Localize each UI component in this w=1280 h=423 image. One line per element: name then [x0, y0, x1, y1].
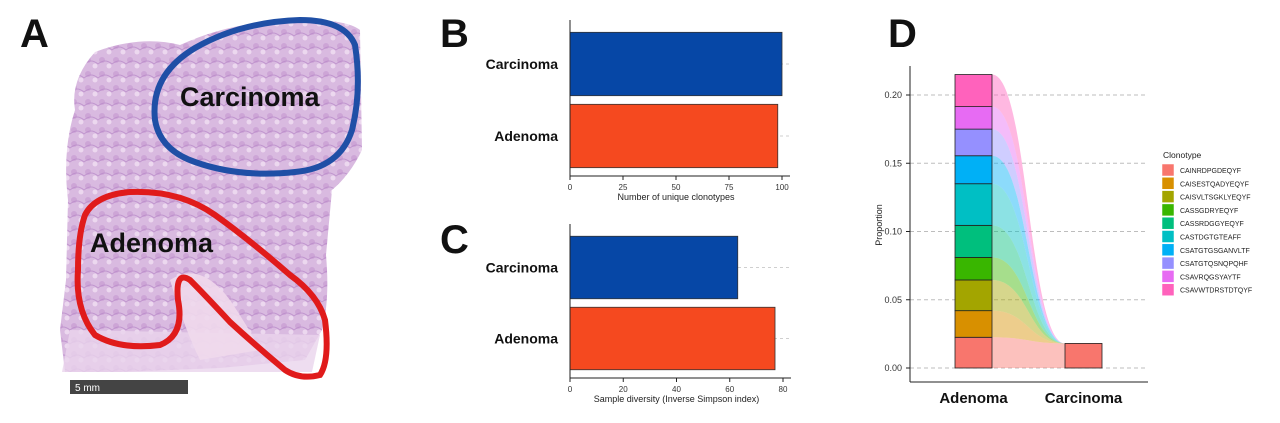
- flow-csavrqgsyaytf: [992, 106, 1065, 344]
- legend-swatch: [1161, 270, 1175, 283]
- bar-carcinoma: [569, 31, 783, 97]
- x-tick-label: 0: [568, 183, 573, 192]
- segment-adenoma-caisvltsgklyeqyf: [954, 279, 993, 312]
- legend-label: CASTDGTGTEAFF: [1180, 235, 1241, 242]
- x-category-label: Adenoma: [939, 390, 1008, 407]
- flow-caisvltsgklyeqyf: [992, 279, 1065, 344]
- flow-cassgdryeqyf: [992, 257, 1065, 344]
- legend-swatch: [1161, 190, 1175, 203]
- adenoma-region-label: Adenoma: [90, 228, 214, 258]
- segment-adenoma-cainrdpgdeqyf: [954, 336, 993, 369]
- legend-swatch: [1161, 283, 1175, 296]
- category-label: Carcinoma: [486, 56, 559, 72]
- y-tick-label: 0.05: [884, 295, 902, 305]
- histology-image: Carcinoma Adenoma 5 mm: [60, 16, 362, 394]
- tissue-section: [60, 19, 362, 372]
- bar-adenoma: [569, 306, 776, 371]
- y-tick-label: 0.10: [884, 227, 902, 237]
- segment-adenoma-csavwtdrstdtqyf: [954, 74, 993, 108]
- flow-cainrdpgdeqyf: [992, 337, 1065, 368]
- legend-label: CSAVWTDRSTDTQYF: [1180, 288, 1252, 295]
- x-axis-title: Sample diversity (Inverse Simpson index): [594, 394, 760, 404]
- carcinoma-region-label: Carcinoma: [180, 82, 321, 112]
- category-label: Carcinoma: [486, 260, 559, 276]
- panel-a: A Carcinoma Adenoma 5 mm: [0, 0, 400, 423]
- legend-label: CAISVLTSGKLYEQYF: [1180, 195, 1251, 202]
- segment-adenoma-csatgtqsnqpqhf: [954, 128, 993, 157]
- x-tick-label: 0: [568, 385, 573, 394]
- tissue-base: [62, 330, 320, 372]
- segment-adenoma-csatgtgsganvltf: [954, 155, 993, 185]
- flow-csavwtdrstdtqyf: [992, 74, 1065, 344]
- legend-swatch: [1161, 203, 1175, 217]
- legend-label: CASSRDGGYEQYF: [1180, 221, 1244, 228]
- scale-bar-label: 5 mm: [75, 383, 100, 394]
- legend-swatch: [1161, 230, 1175, 243]
- legend-swatch: [1161, 216, 1175, 230]
- segment-adenoma-caisestqadyeqyf: [954, 310, 993, 338]
- legend-label: CSAVRQGSYAYTF: [1180, 274, 1241, 281]
- legend-swatch: [1161, 243, 1175, 257]
- x-tick-label: 80: [779, 385, 788, 394]
- y-tick-label: 0.00: [884, 363, 902, 373]
- legend-swatch: [1161, 177, 1175, 190]
- legend-label: CASSGDRYEQYF: [1180, 208, 1238, 215]
- x-tick-label: 40: [672, 385, 681, 394]
- segment-adenoma-csavrqgsyaytf: [954, 106, 993, 130]
- panel-letter-a: A: [20, 12, 49, 56]
- scale-bar: [70, 380, 188, 394]
- legend-label: CSATGTGSGANVLTF: [1180, 248, 1250, 255]
- panel-letter-b: B: [440, 12, 469, 56]
- panel-letter-d: D: [888, 12, 917, 56]
- x-tick-label: 20: [619, 385, 628, 394]
- x-category-label: Carcinoma: [1045, 390, 1123, 407]
- x-axis-title: Number of unique clonotypes: [617, 192, 735, 202]
- legend-label: CAISESTQADYEQYF: [1180, 181, 1249, 188]
- segment-adenoma-cassrdggyeqyf: [954, 224, 993, 258]
- flow-caisestqadyeqyf: [992, 310, 1065, 344]
- x-tick-label: 75: [725, 183, 734, 192]
- segment-adenoma-cassgdryeqyf: [954, 257, 993, 281]
- flow-csatgtgsganvltf: [992, 155, 1065, 344]
- x-tick-label: 25: [619, 183, 628, 192]
- x-tick-label: 60: [725, 385, 734, 394]
- category-label: Adenoma: [494, 128, 558, 144]
- legend-label: CAINRDPGDEQYF: [1180, 168, 1241, 175]
- segment-carcinoma-cainrdpgdeqyf: [1064, 343, 1103, 369]
- stroma-area: [170, 273, 260, 360]
- x-tick-label: 100: [775, 183, 789, 192]
- panel-letter-c: C: [440, 218, 469, 262]
- legend-swatch: [1161, 256, 1175, 270]
- legend-swatch: [1161, 163, 1175, 177]
- adenoma-outline: [74, 188, 330, 380]
- flow-castdgtgteaff: [992, 183, 1065, 344]
- segment-adenoma-castdgtgteaff: [954, 183, 993, 226]
- flow-cassrdggyeqyf: [992, 225, 1065, 344]
- x-tick-label: 50: [672, 183, 681, 192]
- y-axis-title: Proportion: [874, 204, 884, 246]
- y-tick-label: 0.20: [884, 90, 902, 100]
- legend-title: Clonotype: [1163, 150, 1202, 160]
- y-tick-label: 0.15: [884, 158, 902, 168]
- category-label: Adenoma: [494, 331, 558, 347]
- bar-carcinoma: [569, 235, 739, 300]
- legend-label: CSATGTQSNQPQHF: [1180, 261, 1248, 268]
- flow-csatgtqsnqpqhf: [992, 129, 1065, 344]
- carcinoma-outline: [151, 16, 361, 177]
- bar-adenoma: [569, 103, 779, 169]
